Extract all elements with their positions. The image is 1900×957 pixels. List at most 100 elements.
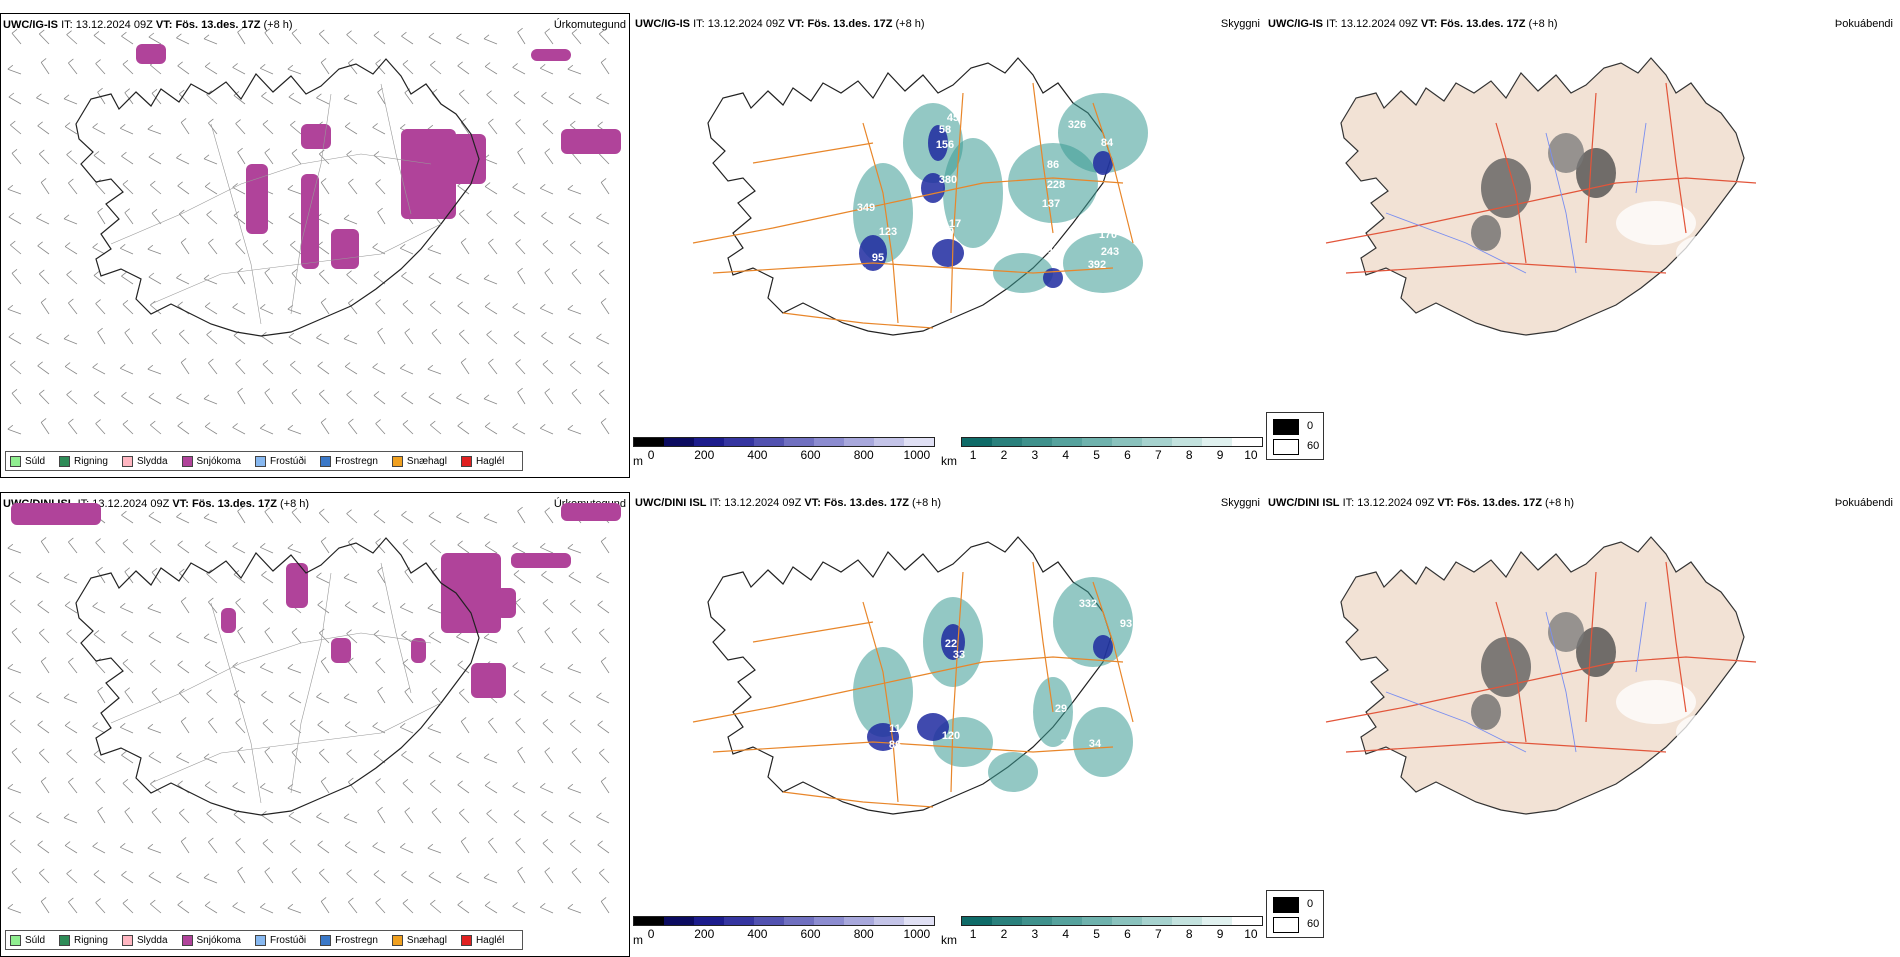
- wind-barb-flag: [596, 213, 602, 219]
- wind-barb-flag: [203, 873, 210, 879]
- wind-barb-flag: [486, 210, 492, 215]
- low-cloud-area: [859, 235, 887, 271]
- wind-barb: [348, 422, 358, 435]
- colorbar-segment: [1112, 438, 1142, 446]
- wind-barb: [571, 153, 582, 165]
- wind-barb: [93, 155, 106, 165]
- wind-barb: [287, 907, 302, 914]
- wind-barb-flag: [375, 179, 381, 184]
- road-line: [862, 122, 899, 324]
- wind-barb: [261, 694, 274, 704]
- wind-barb: [151, 572, 162, 584]
- wind-barb-flag: [11, 148, 18, 154]
- colorbar-tick: 1000: [903, 448, 931, 462]
- wind-barb-flag: [372, 123, 378, 128]
- wind-barb: [122, 423, 134, 435]
- colorbar-segment: [962, 438, 992, 446]
- wind-barb-flag: [176, 752, 182, 758]
- wind-barb: [568, 216, 582, 225]
- wind-barb: [401, 35, 414, 45]
- wind-barb: [288, 216, 302, 225]
- wind-barb: [180, 601, 190, 614]
- wind-barb-flag: [7, 663, 14, 669]
- wind-barb: [375, 782, 386, 794]
- wind-barb-flag: [37, 361, 43, 367]
- colorbar-tick: 0: [647, 448, 655, 462]
- wind-barb: [598, 33, 610, 45]
- visibility-value: 349: [857, 202, 875, 214]
- wind-barb: [346, 274, 358, 285]
- wind-barb-flag: [7, 903, 14, 909]
- legend-swatch: [320, 934, 332, 946]
- wind-barb-flag: [460, 358, 467, 363]
- wind-barb: [483, 398, 498, 405]
- wind-barb: [317, 724, 330, 734]
- wind-barb: [290, 124, 302, 135]
- colorbar-segment: [724, 917, 754, 925]
- wind-barb: [430, 424, 442, 435]
- wind-barb: [344, 725, 358, 734]
- visibility-value: 11: [856, 266, 868, 278]
- wind-barb-flag: [597, 720, 603, 726]
- wind-barb: [320, 661, 330, 674]
- wind-barb-flag: [539, 542, 546, 548]
- wind-barb-flag: [457, 660, 463, 666]
- wind-barb: [180, 362, 190, 375]
- wind-barb-flag: [427, 244, 434, 250]
- river-line: [1635, 601, 1647, 673]
- wind-barb-flag: [37, 241, 43, 247]
- wind-barb: [7, 68, 22, 75]
- wind-barb: [486, 214, 498, 225]
- wind-barb: [150, 783, 162, 794]
- wind-barb: [456, 636, 470, 644]
- wind-barb: [430, 543, 442, 554]
- wind-barb: [600, 302, 610, 315]
- colorbar-segment: [664, 917, 694, 925]
- wind-barb-flag: [343, 693, 350, 699]
- wind-barb-flag: [180, 597, 187, 602]
- wind-barb: [540, 307, 554, 315]
- wind-barb: [540, 67, 554, 75]
- wind-barb-flag: [348, 777, 354, 783]
- wind-barb: [513, 335, 526, 345]
- wind-barb-flag: [11, 388, 18, 394]
- wind-barb: [456, 37, 470, 45]
- wind-barb-flag: [402, 538, 409, 544]
- road-line: [950, 92, 964, 314]
- panel-header: UWC/IG-IS IT: 13.12.2024 09Z VT: Fös. 13…: [3, 19, 293, 31]
- wind-barb-flag: [567, 184, 574, 190]
- wind-barb: [151, 812, 162, 824]
- wind-barb-flag: [291, 148, 298, 154]
- wind-barb-flag: [377, 207, 383, 213]
- wind-barb-flag: [39, 628, 45, 634]
- wind-barb-flag: [597, 600, 603, 606]
- low-cloud-area: [1093, 635, 1113, 659]
- model-name: UWC/IG-IS: [3, 19, 58, 31]
- wind-barb: [317, 245, 330, 255]
- wind-barb-flag: [8, 691, 15, 697]
- legend-swatch: [121, 455, 133, 467]
- snow-area: [496, 588, 516, 618]
- wind-barb: [346, 34, 358, 45]
- wind-barb: [10, 244, 22, 255]
- wind-barb: [483, 877, 498, 884]
- fog-area: [1548, 133, 1584, 173]
- legend-label: Haglél: [475, 934, 505, 946]
- wind-barb: [404, 332, 414, 345]
- wind-barb: [38, 33, 50, 45]
- wind-barb: [377, 211, 386, 225]
- wind-barb: [515, 123, 526, 135]
- wind-barb: [148, 276, 162, 285]
- wind-barb: [571, 393, 582, 405]
- wind-barb-flag: [93, 750, 100, 755]
- wind-barb: [517, 750, 526, 764]
- wind-barb: [318, 512, 330, 524]
- visibility-value: 156: [936, 139, 954, 151]
- wind-barb: [204, 665, 218, 674]
- wind-barb: [372, 846, 386, 854]
- wind-barb-flag: [346, 150, 352, 155]
- wind-barb-flag: [427, 364, 434, 370]
- wind-barb-flag: [151, 567, 158, 573]
- road-line: [752, 142, 874, 164]
- wind-barb: [37, 245, 50, 255]
